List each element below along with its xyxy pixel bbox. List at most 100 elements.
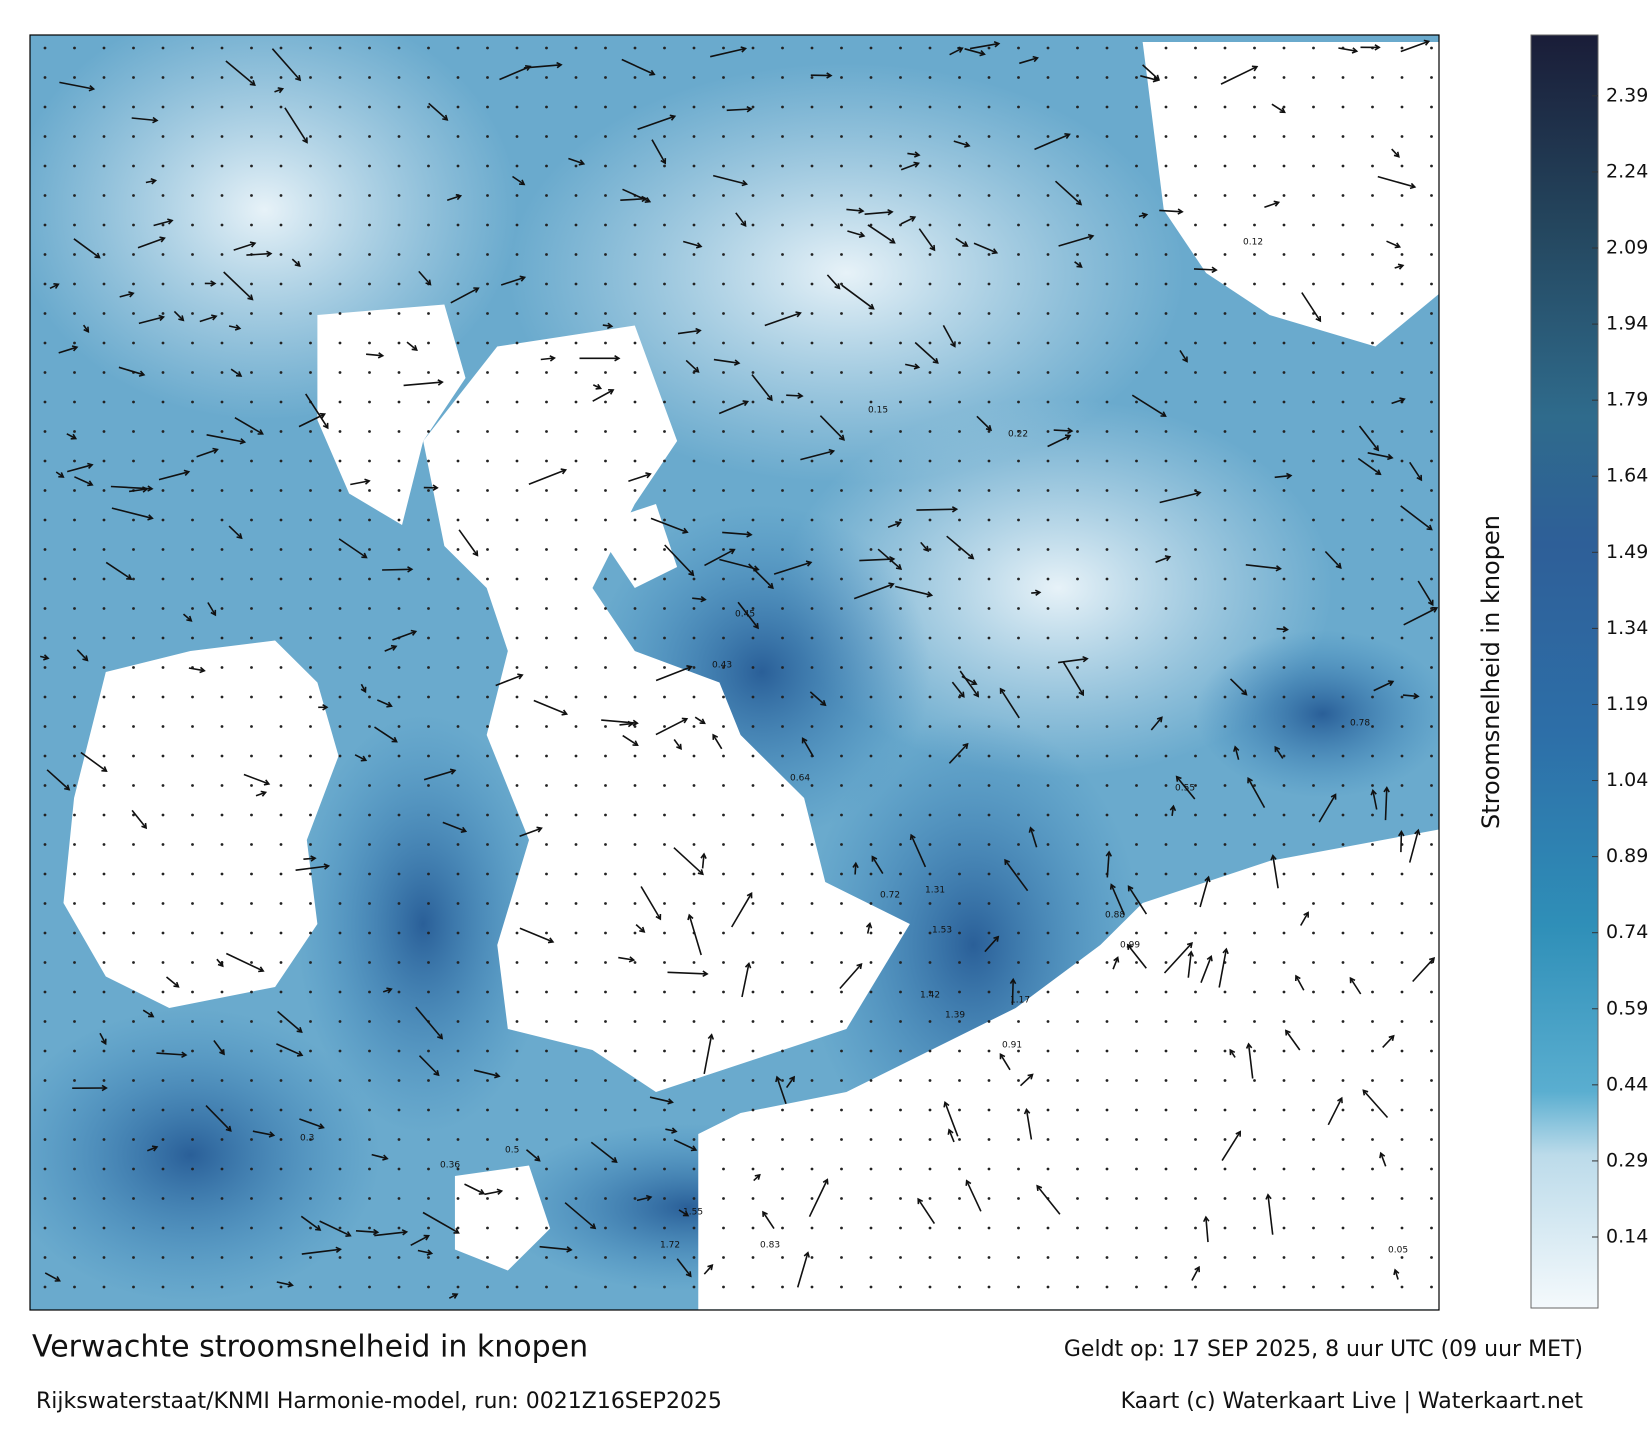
grid-dot <box>693 401 696 404</box>
speed-label: 0.3 <box>300 1134 314 1144</box>
grid-dot <box>958 224 961 227</box>
grid-dot <box>722 76 725 79</box>
grid-dot <box>1135 224 1138 227</box>
grid-dot <box>309 961 312 964</box>
grid-dot <box>368 1168 371 1171</box>
grid-dot <box>870 165 873 168</box>
grid-dot <box>427 519 430 522</box>
grid-dot <box>221 489 224 492</box>
grid-dot <box>988 548 991 551</box>
grid-dot <box>1135 371 1138 374</box>
grid-dot <box>73 843 76 846</box>
grid-dot <box>752 902 755 905</box>
grid-dot <box>840 1256 843 1259</box>
grid-dot <box>663 932 666 935</box>
grid-dot <box>1165 696 1168 699</box>
grid-dot <box>73 755 76 758</box>
grid-dot <box>811 371 814 374</box>
grid-dot <box>280 607 283 610</box>
grid-dot <box>929 578 932 581</box>
grid-dot <box>1165 843 1168 846</box>
grid-dot <box>693 1227 696 1230</box>
grid-dot <box>339 224 342 227</box>
grid-dot <box>604 47 607 50</box>
grid-dot <box>958 1197 961 1200</box>
grid-dot <box>545 1050 548 1053</box>
grid-dot <box>604 696 607 699</box>
grid-dot <box>339 1138 342 1141</box>
grid-dot <box>781 283 784 286</box>
grid-dot <box>1076 902 1079 905</box>
grid-dot <box>250 755 253 758</box>
grid-dot <box>1430 430 1433 433</box>
grid-dot <box>929 1138 932 1141</box>
grid-dot <box>191 873 194 876</box>
grid-dot <box>73 932 76 935</box>
grid-dot <box>1224 725 1227 728</box>
grid-dot <box>781 578 784 581</box>
grid-dot <box>457 460 460 463</box>
grid-dot <box>368 312 371 315</box>
grid-dot <box>1371 401 1374 404</box>
grid-dot <box>1017 1197 1020 1200</box>
grid-dot <box>722 873 725 876</box>
grid-dot <box>1342 283 1345 286</box>
grid-dot <box>1165 1227 1168 1230</box>
grid-dot <box>1401 607 1404 610</box>
grid-dot <box>988 1168 991 1171</box>
grid-dot <box>368 106 371 109</box>
grid-dot <box>221 814 224 817</box>
grid-dot <box>103 666 106 669</box>
grid-dot <box>958 902 961 905</box>
grid-dot <box>1165 637 1168 640</box>
grid-dot <box>1106 814 1109 817</box>
grid-dot <box>1224 312 1227 315</box>
grid-dot <box>457 1109 460 1112</box>
grid-dot <box>1312 519 1315 522</box>
grid-dot <box>1165 784 1168 787</box>
grid-dot <box>575 578 578 581</box>
grid-dot <box>1076 548 1079 551</box>
grid-dot <box>1283 283 1286 286</box>
grid-dot <box>427 991 430 994</box>
current-arrow <box>1194 269 1216 270</box>
grid-dot <box>663 666 666 669</box>
grid-dot <box>988 1227 991 1230</box>
grid-dot <box>899 843 902 846</box>
grid-dot <box>1342 1286 1345 1289</box>
grid-dot <box>516 1256 519 1259</box>
grid-dot <box>1106 283 1109 286</box>
grid-dot <box>1076 224 1079 227</box>
grid-dot <box>722 1256 725 1259</box>
grid-dot <box>988 106 991 109</box>
grid-dot <box>73 961 76 964</box>
grid-dot <box>1342 106 1345 109</box>
grid-dot <box>309 991 312 994</box>
grid-dot <box>899 106 902 109</box>
grid-dot <box>1017 932 1020 935</box>
grid-dot <box>103 607 106 610</box>
grid-dot <box>1047 755 1050 758</box>
grid-dot <box>840 1138 843 1141</box>
grid-dot <box>73 1138 76 1141</box>
grid-dot <box>575 1197 578 1200</box>
grid-dot <box>1194 725 1197 728</box>
grid-dot <box>988 666 991 669</box>
grid-dot <box>840 814 843 817</box>
grid-dot <box>73 430 76 433</box>
grid-dot <box>103 519 106 522</box>
grid-dot <box>339 873 342 876</box>
grid-dot <box>899 1256 902 1259</box>
grid-dot <box>781 637 784 640</box>
grid-dot <box>929 696 932 699</box>
grid-dot <box>132 725 135 728</box>
grid-dot <box>899 1227 902 1230</box>
grid-dot <box>752 489 755 492</box>
grid-dot <box>103 932 106 935</box>
grid-dot <box>191 194 194 197</box>
grid-dot <box>752 578 755 581</box>
grid-dot <box>427 607 430 610</box>
grid-dot <box>663 371 666 374</box>
grid-dot <box>1194 1079 1197 1082</box>
